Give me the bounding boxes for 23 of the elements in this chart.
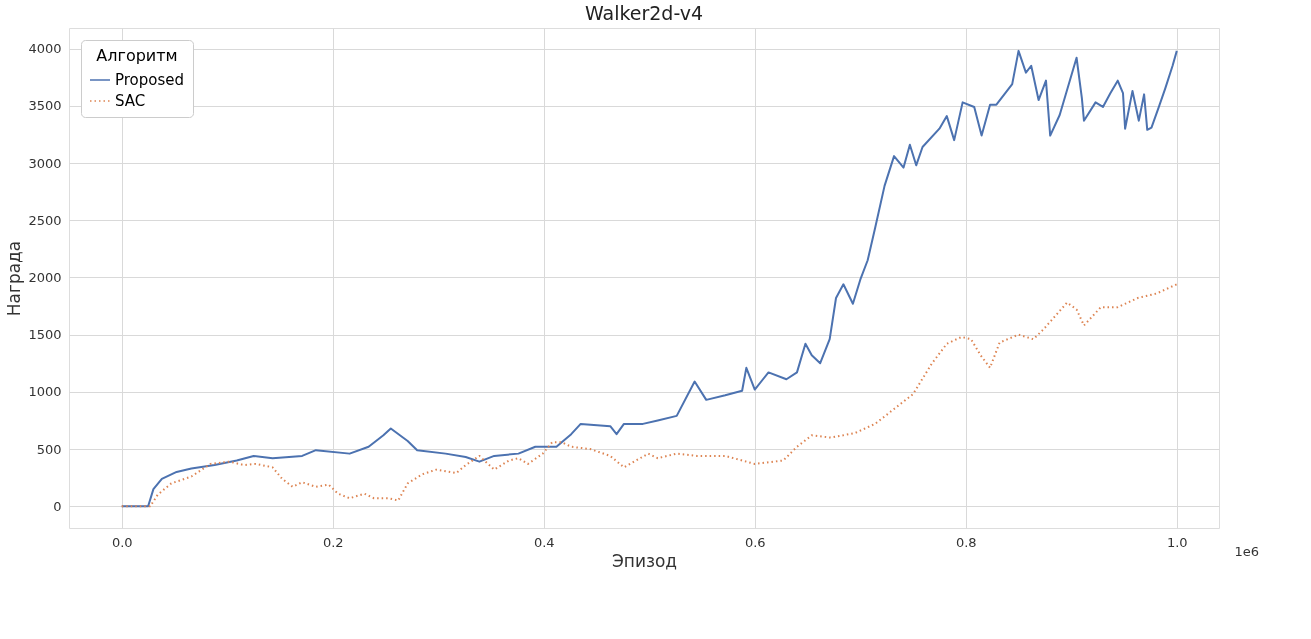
y-tick-label: 3000	[28, 155, 62, 171]
y-tick-label: 0	[53, 498, 62, 514]
y-tick-label: 1500	[28, 327, 62, 343]
chart-title: Walker2d-v4	[584, 2, 704, 24]
y-tick-label: 500	[36, 441, 62, 457]
x-tick-label: 0.6	[744, 534, 766, 550]
x-tick-label: 0.8	[955, 534, 977, 550]
y-tick-label: 4000	[28, 41, 62, 57]
x-tick-label: 0.2	[322, 534, 344, 550]
text: 1e6	[1234, 544, 1259, 559]
x-tick-label: 0.0	[111, 534, 133, 550]
line-series	[120, 283, 1178, 508]
x-axis-title: Эпизод	[611, 550, 678, 571]
x-tick-label: 0.4	[533, 534, 555, 550]
y-tick-label: 3500	[28, 98, 62, 114]
y-tick-label: 2000	[28, 269, 62, 285]
legend-title: Алгоритм	[96, 46, 178, 65]
x-tick-label: 1.0	[1166, 534, 1188, 550]
y-axis-title: Награда	[4, 240, 25, 317]
y-tick-label: 1000	[28, 384, 62, 400]
y-tick-label: 2500	[28, 212, 62, 228]
legend-label: SAC	[115, 92, 146, 110]
legend-label: Proposed	[115, 71, 185, 89]
